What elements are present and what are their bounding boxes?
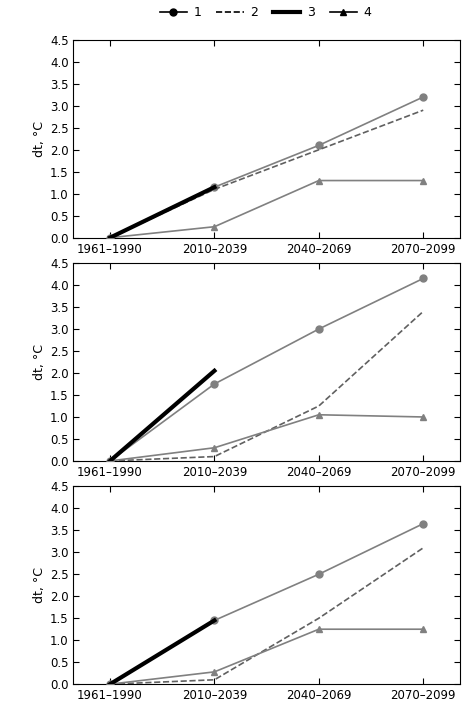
Y-axis label: dt, °C: dt, °C xyxy=(33,121,46,157)
Legend: 1, 2, 3, 4: 1, 2, 3, 4 xyxy=(160,7,371,20)
Y-axis label: dt, °C: dt, °C xyxy=(33,567,46,603)
Y-axis label: dt, °C: dt, °C xyxy=(33,344,46,380)
